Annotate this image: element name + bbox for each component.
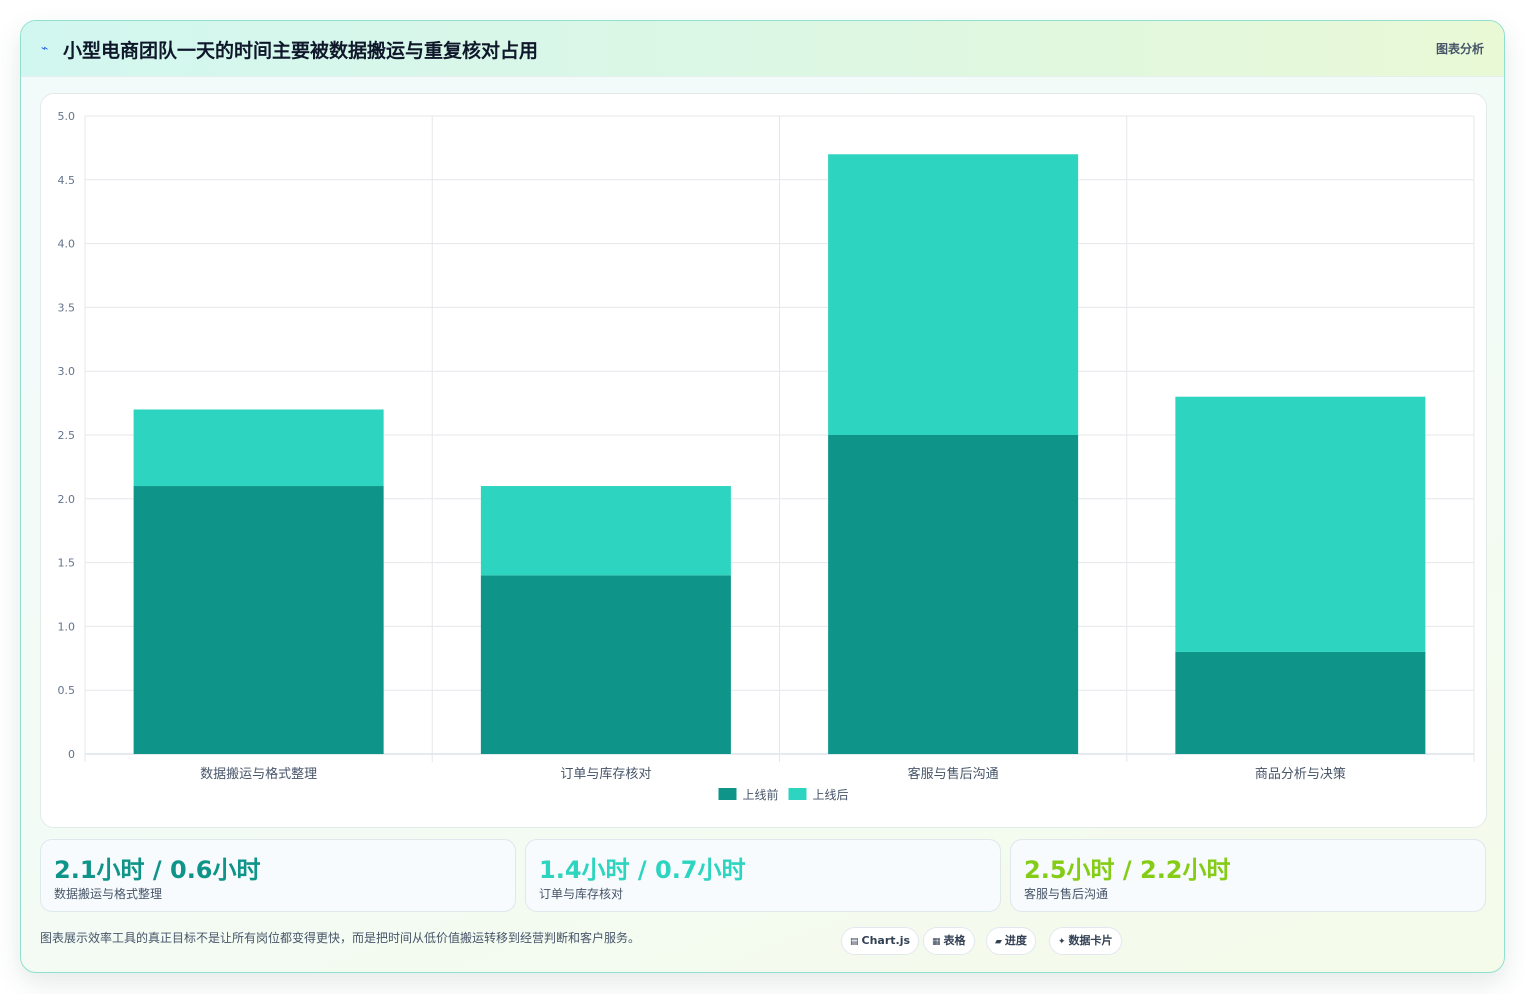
y-tick-label: 5.0 [58, 110, 76, 123]
chip-table[interactable]: ▦ 表格 [923, 927, 975, 955]
legend-swatch [718, 788, 737, 800]
bar-before [133, 486, 384, 754]
x-tick-label: 客服与售后沟通 [908, 766, 999, 782]
y-tick-label: 1.5 [58, 557, 76, 570]
y-tick-label: 4.0 [58, 238, 76, 251]
bar-before [480, 575, 731, 754]
bar-after [1175, 396, 1426, 652]
stat-label: 数据搬运与格式整理 [54, 887, 163, 901]
bar-before [1175, 651, 1426, 754]
progress-icon: ▰ [995, 937, 1002, 947]
x-tick-label: 商品分析与决策 [1255, 766, 1346, 782]
stat-cards: 2.1小时 / 0.6小时 数据搬运与格式整理 1.4小时 / 0.7小时 订单… [40, 839, 1487, 912]
y-tick-label: 3.0 [58, 365, 76, 378]
x-tick-label: 订单与库存核对 [560, 766, 651, 782]
stat-card-customer-service: 2.5小时 / 2.2小时 客服与售后沟通 [1010, 839, 1486, 912]
stacked-bar-chart: 0 0.5 1.0 1.5 2.0 2.5 3.0 3.5 4.0 4.5 5.0 数据搬运与格式整理… [58, 110, 1475, 802]
chip-label: 进度 [1004, 934, 1027, 947]
legend-swatch [788, 788, 807, 800]
chip-data-card[interactable]: ✦ 数据卡片 [1049, 927, 1122, 955]
data-card-icon: ✦ [1058, 937, 1066, 947]
legend-label: 上线前 [743, 787, 779, 802]
chart-panel: ⌁ 小型电商团队一天的时间主要被数据搬运与重复核对占用 图表分析 0 0.5 1.0… [20, 20, 1505, 973]
sparkline-icon: ⌁ [41, 41, 49, 55]
y-tick-label: 4.5 [58, 174, 76, 187]
chart-analysis-tag: 图表分析 [1435, 42, 1484, 56]
footer-note: 图表展示效率工具的真正目标不是让所有岗位都变得更快，而是把时间从低价值搬运转移到… [40, 931, 641, 945]
legend-label: 上线后 [813, 788, 849, 802]
stat-value: 2.1小时 / 0.6小时 [54, 856, 261, 884]
table-icon: ▦ [932, 937, 941, 947]
chip-label: 数据卡片 [1068, 934, 1113, 947]
bar-after [133, 409, 384, 487]
bar-before [828, 435, 1079, 754]
chip-label: 表格 [943, 934, 966, 947]
y-tick-label: 3.5 [58, 301, 76, 314]
y-tick-label: 1.0 [58, 620, 76, 633]
y-tick-label: 0 [68, 748, 75, 761]
chart-icon: ▤ [850, 937, 859, 947]
page-title: 小型电商团队一天的时间主要被数据搬运与重复核对占用 [63, 40, 539, 62]
chip-chartjs[interactable]: ▤ Chart.js [841, 927, 920, 955]
stat-value: 1.4小时 / 0.7小时 [539, 856, 746, 884]
stat-label: 客服与售后沟通 [1024, 887, 1109, 901]
panel-header: ⌁ 小型电商团队一天的时间主要被数据搬运与重复核对占用 图表分析 [21, 21, 1504, 77]
stat-value: 2.5小时 / 2.2小时 [1024, 856, 1231, 884]
stat-label: 订单与库存核对 [539, 887, 624, 901]
y-tick-label: 2.0 [58, 493, 76, 506]
y-tick-label: 0.5 [58, 684, 76, 697]
stat-card-data-moving: 2.1小时 / 0.6小时 数据搬运与格式整理 [40, 839, 516, 912]
chip-label: Chart.js [861, 934, 911, 947]
stat-card-order-inventory: 1.4小时 / 0.7小时 订单与库存核对 [525, 839, 1001, 912]
chip-progress[interactable]: ▰ 进度 [986, 927, 1036, 955]
x-tick-label: 数据搬运与格式整理 [200, 766, 317, 782]
y-tick-label: 2.5 [58, 429, 76, 442]
bar-after [828, 154, 1079, 435]
chart-card: 0 0.5 1.0 1.5 2.0 2.5 3.0 3.5 4.0 4.5 5.0 数据搬运与格式整理… [40, 93, 1487, 828]
bar-after [480, 486, 731, 576]
